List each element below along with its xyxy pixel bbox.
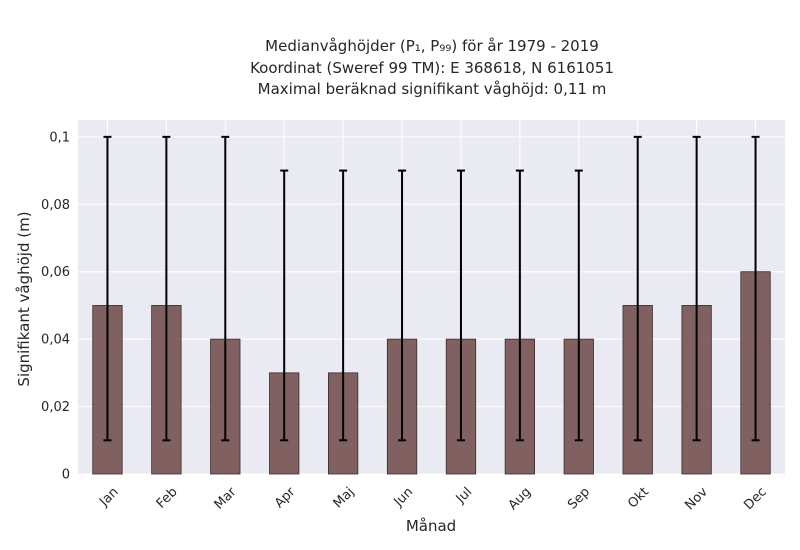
error-bar-aug: [515, 169, 524, 442]
error-bars: [103, 135, 760, 442]
error-bar-okt: [633, 135, 642, 442]
chart-title: Medianvåghöjder (P₁, P₉₉) för år 1979 - …: [250, 37, 614, 98]
error-bar-jun: [398, 169, 407, 442]
x-tick-label: Feb: [154, 485, 181, 512]
y-tick-labels: 0 0,02 0,04 0,06 0,08 0,1: [41, 130, 70, 482]
x-tick-labels: Jan Feb Mar Apr Maj Jun Jul Aug Sep Okt Nov Dec: [96, 484, 770, 513]
plot-area: [78, 120, 785, 474]
x-tick-label: Apr: [272, 484, 299, 511]
x-tick-label: Maj: [331, 485, 358, 512]
x-tick-label: Sep: [565, 485, 593, 513]
y-tick-label: 0,08: [41, 198, 70, 213]
y-tick-label: 0,04: [41, 333, 70, 348]
x-tick-label: Mar: [212, 484, 240, 512]
x-tick-label: Okt: [625, 485, 652, 512]
error-bar-maj: [339, 169, 348, 442]
y-tick-label: 0,06: [41, 265, 70, 280]
error-bar-feb: [162, 135, 171, 442]
error-bar-mar: [221, 135, 230, 442]
error-bar-nov: [692, 135, 701, 442]
y-tick-label: 0,1: [49, 130, 70, 145]
error-bar-jul: [456, 169, 465, 442]
title-line-1: Medianvåghöjder (P₁, P₉₉) för år 1979 - …: [265, 37, 599, 55]
x-tick-label: Aug: [506, 485, 535, 514]
y-axis-label: Signifikant våghöjd (m): [15, 211, 33, 386]
x-axis-label: Månad: [406, 517, 456, 535]
x-tick-label: Dec: [741, 485, 769, 513]
x-tick-label: Jan: [96, 485, 121, 510]
x-tick-label: Jul: [453, 485, 475, 507]
x-tick-label: Jun: [391, 485, 417, 511]
x-tick-label: Nov: [682, 484, 711, 513]
error-bar-sep: [574, 169, 583, 442]
y-tick-label: 0,02: [41, 400, 70, 415]
error-bar-apr: [280, 169, 289, 442]
error-bar-dec: [751, 135, 760, 442]
title-line-3: Maximal beräknad signifikant våghöjd: 0,…: [258, 80, 607, 98]
error-bar-jan: [103, 135, 112, 442]
y-tick-label: 0: [62, 468, 70, 483]
title-line-2: Koordinat (Sweref 99 TM): E 368618, N 61…: [250, 59, 614, 77]
